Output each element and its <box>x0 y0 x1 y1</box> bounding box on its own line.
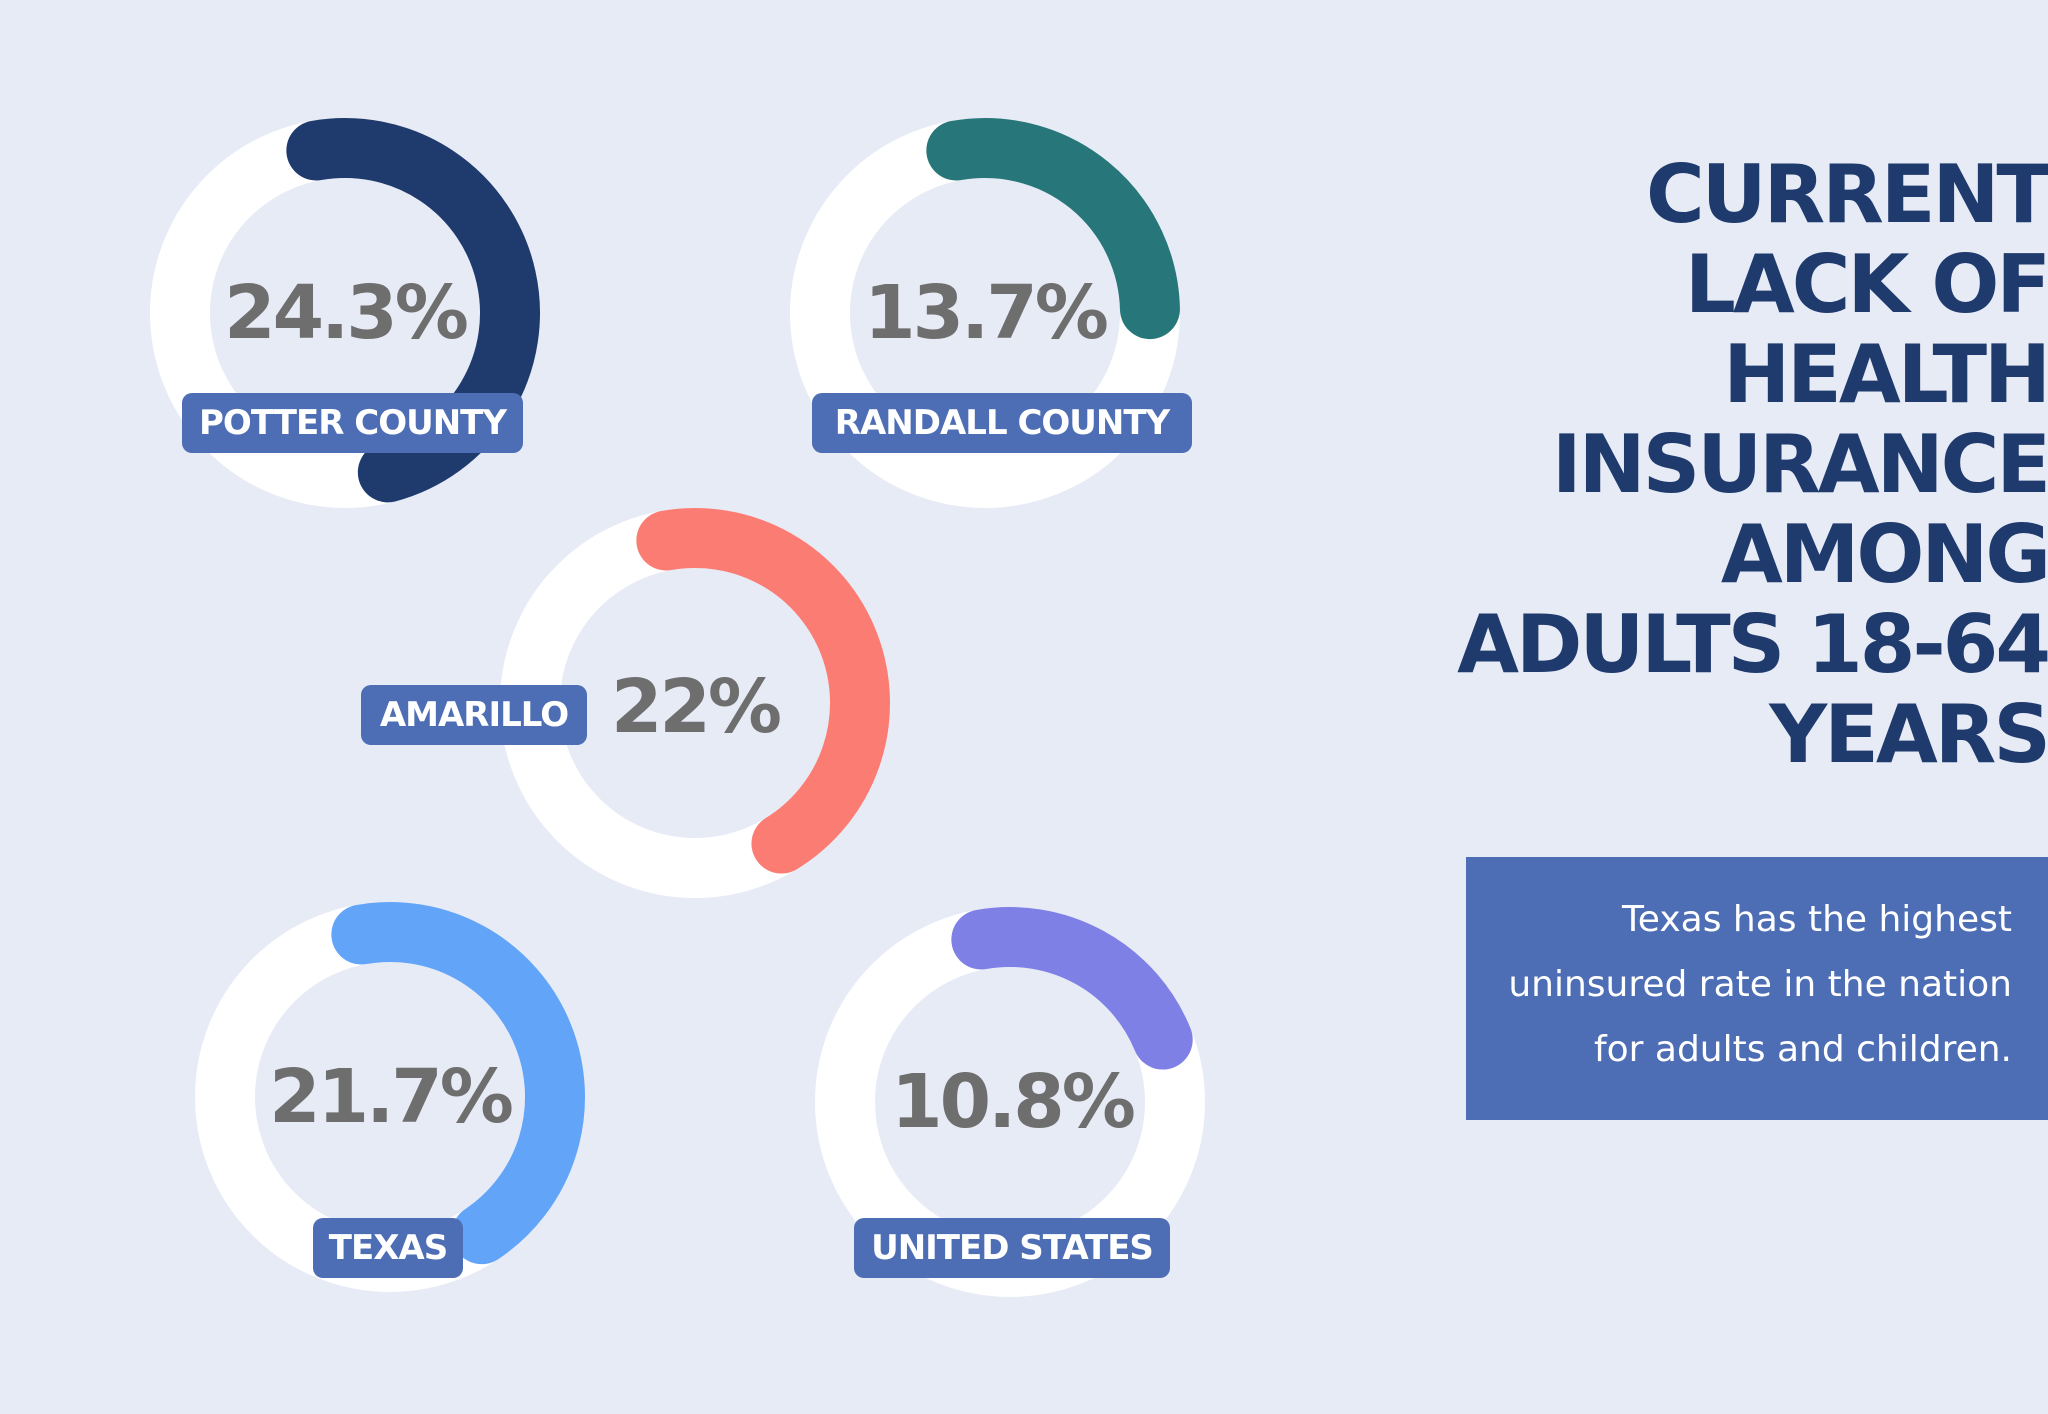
badge-texas: TEXAS <box>313 1218 463 1278</box>
value-label-randall-county: 13.7% <box>864 270 1107 356</box>
donut-arc-united-states <box>951 907 1193 1070</box>
badge-potter-county: POTTER COUNTY <box>182 393 523 453</box>
donut-arc-randall-county <box>926 118 1180 340</box>
title-line: YEARS <box>1769 688 2048 781</box>
badge-amarillo: AMARILLO <box>361 685 587 745</box>
donut-arc-texas <box>331 902 585 1265</box>
title-line: HEALTH <box>1723 328 2048 421</box>
title-line: INSURANCE <box>1551 418 2048 511</box>
badge-randall-county: RANDALL COUNTY <box>812 393 1192 453</box>
title-line: AMONG <box>1720 508 2048 601</box>
note-box: Texas has the highest uninsured rate in … <box>1466 857 2048 1120</box>
title-line: LACK OF <box>1684 238 2048 331</box>
note-line: Texas has the highest <box>1621 899 2012 940</box>
note-line: for adults and children. <box>1593 1029 2012 1070</box>
value-label-united-states: 10.8% <box>891 1059 1134 1145</box>
chart-title: CURRENT LACK OF HEALTH INSURANCE AMONG A… <box>1328 150 2048 780</box>
donut-arc-amarillo <box>636 508 890 874</box>
value-label-potter-county: 24.3% <box>224 270 467 356</box>
note-line: uninsured rate in the nation <box>1508 964 2012 1005</box>
value-label-amarillo: 22% <box>611 664 780 750</box>
badge-united-states: UNITED STATES <box>854 1218 1170 1278</box>
title-line: ADULTS 18-64 <box>1457 598 2048 691</box>
title-line: CURRENT <box>1645 148 2048 241</box>
value-label-texas: 21.7% <box>269 1054 512 1140</box>
